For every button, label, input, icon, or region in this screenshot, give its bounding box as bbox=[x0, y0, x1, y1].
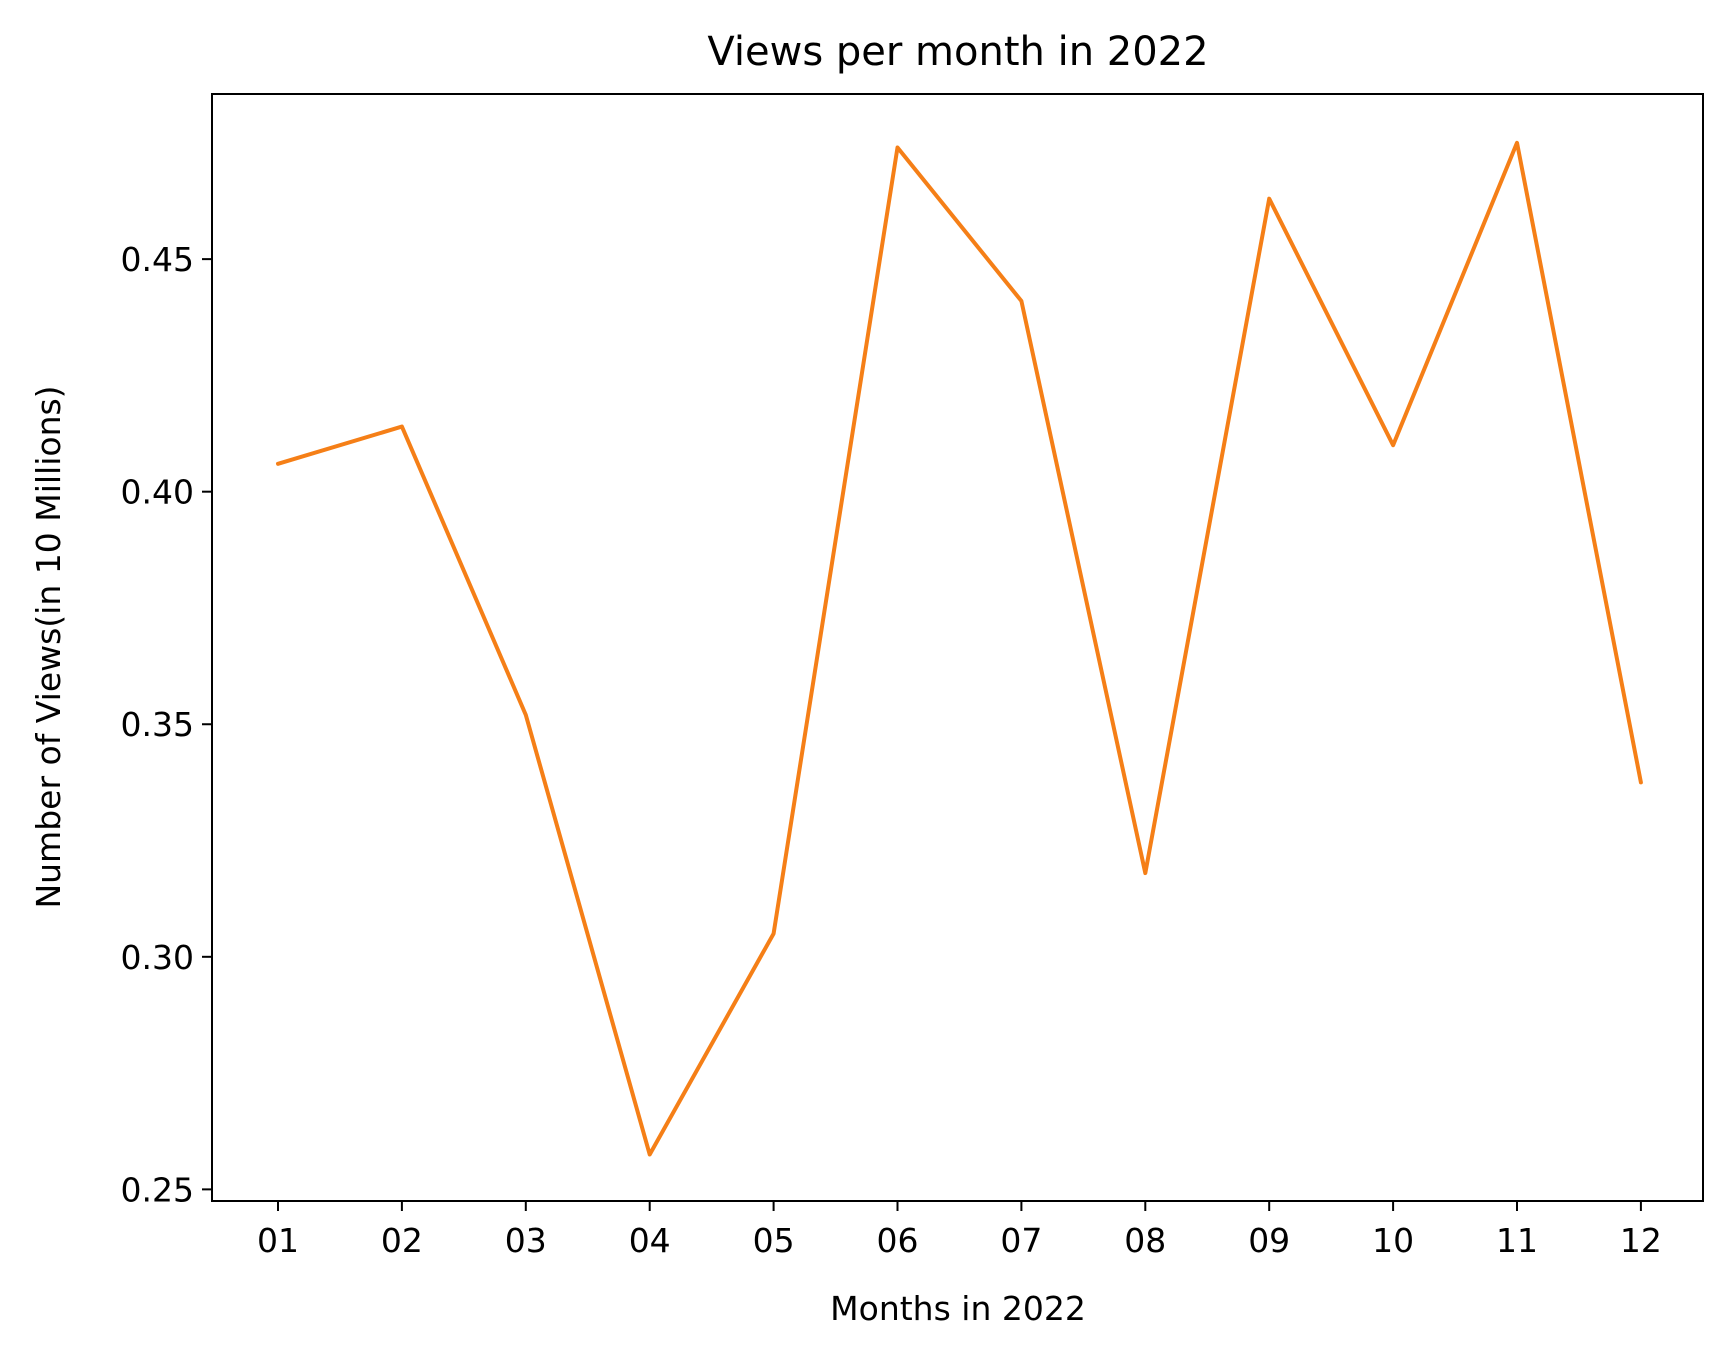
x-axis-label: Months in 2022 bbox=[830, 1289, 1086, 1328]
y-axis: 0.25 0.30 0.35 0.40 0.45 bbox=[121, 240, 212, 1209]
x-tick-label: 04 bbox=[629, 1221, 671, 1260]
y-tick-label: 0.40 bbox=[121, 473, 194, 512]
y-tick-label: 0.30 bbox=[121, 938, 194, 977]
x-tick-label: 05 bbox=[753, 1221, 795, 1260]
x-tick-label: 08 bbox=[1124, 1221, 1166, 1260]
x-axis: 01 02 03 04 05 06 07 08 09 10 11 12 bbox=[257, 1201, 1662, 1260]
y-tick-label: 0.45 bbox=[121, 240, 194, 279]
y-tick-label: 0.35 bbox=[121, 705, 194, 744]
series-line bbox=[276, 140, 1643, 1157]
x-tick-label: 07 bbox=[1000, 1221, 1042, 1260]
x-tick-label: 03 bbox=[505, 1221, 547, 1260]
chart-title: Views per month in 2022 bbox=[707, 29, 1208, 75]
x-tick-label: 09 bbox=[1248, 1221, 1290, 1260]
plot-frame bbox=[211, 93, 1704, 1202]
x-tick-label: 01 bbox=[257, 1221, 299, 1260]
y-axis-label: Number of Views(in 10 Millions) bbox=[29, 385, 68, 908]
x-tick-label: 11 bbox=[1496, 1221, 1538, 1260]
x-tick-label: 06 bbox=[877, 1221, 919, 1260]
x-tick-label: 12 bbox=[1620, 1221, 1662, 1260]
x-tick-label: 10 bbox=[1372, 1221, 1414, 1260]
x-tick-label: 02 bbox=[381, 1221, 423, 1260]
y-tick-label: 0.25 bbox=[121, 1170, 194, 1209]
